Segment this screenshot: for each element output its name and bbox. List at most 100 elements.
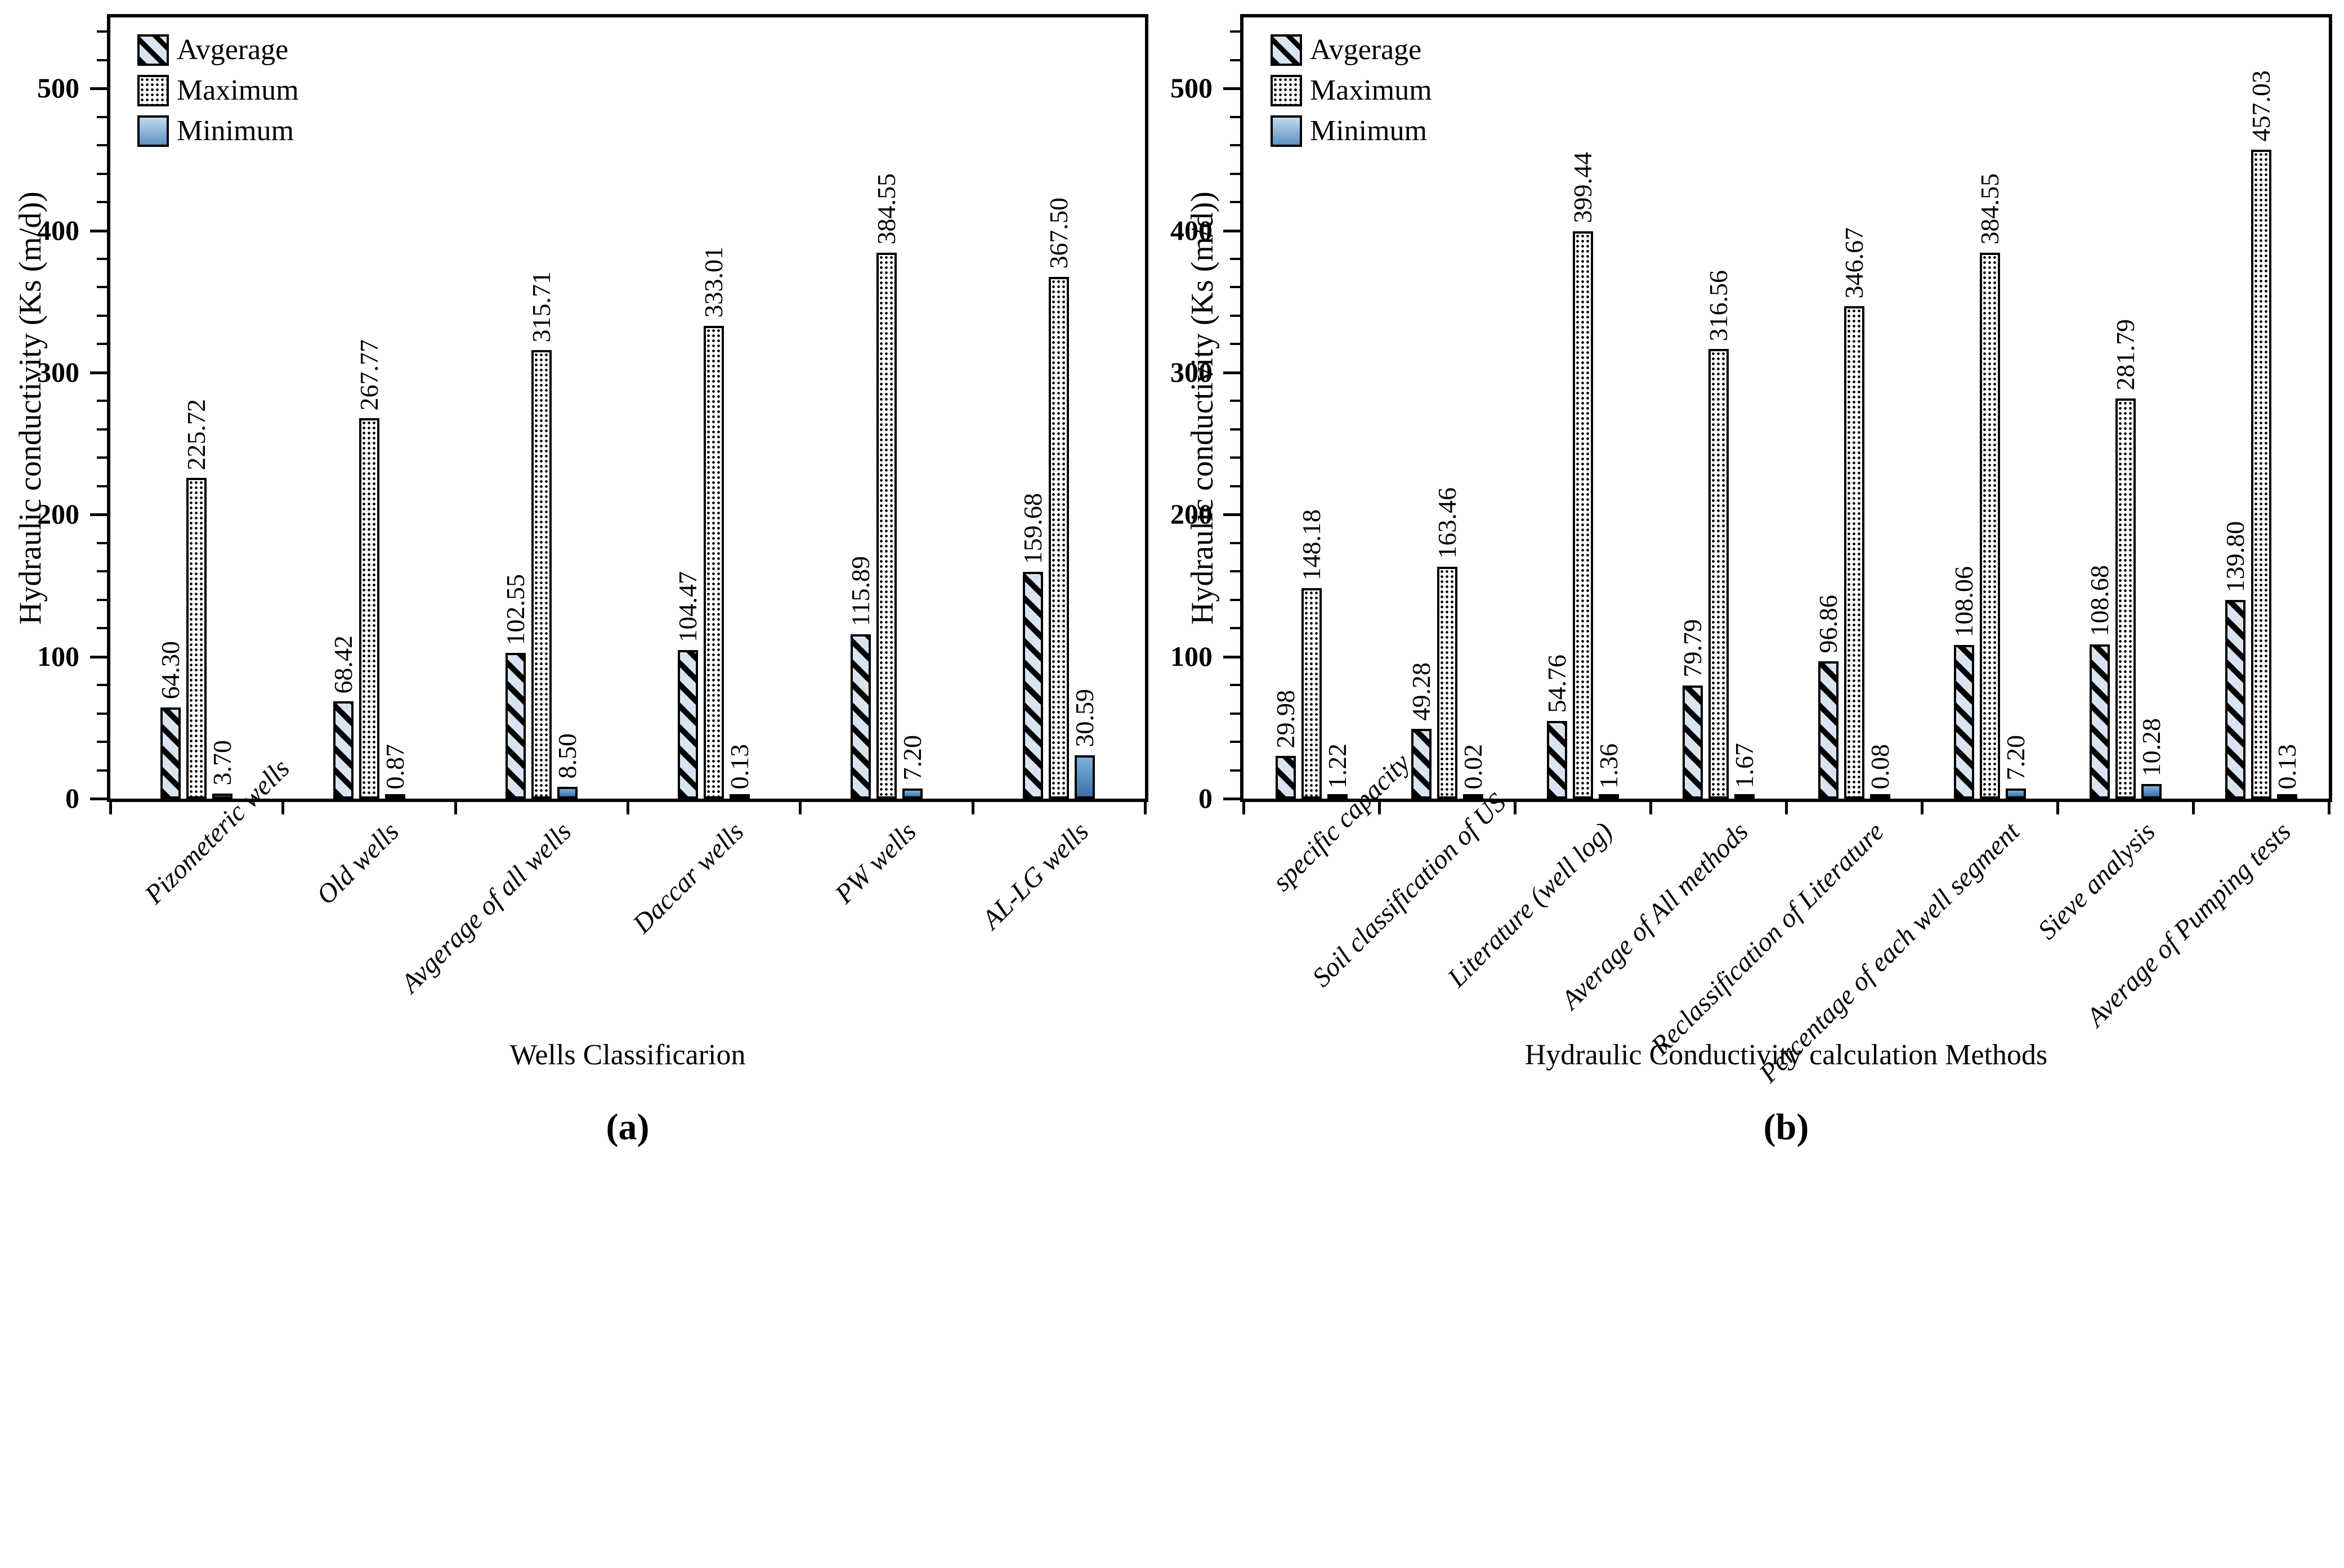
x-axis-tick: [1144, 802, 1147, 814]
legend-label: Minimum: [1310, 115, 1428, 147]
legend-label: Minimum: [177, 115, 294, 147]
bar-slot: 0.87: [380, 744, 409, 799]
value-label: 115.89: [846, 556, 874, 626]
value-label-text: 54.76: [1542, 655, 1571, 713]
dots-swatch: [137, 75, 169, 106]
value-label: 148.18: [1296, 509, 1325, 581]
y-axis-minor-tick: [1230, 570, 1240, 573]
value-label: 315.71: [526, 271, 556, 343]
bar-slot: 29.98: [1271, 690, 1299, 799]
y-axis-tick-label: 500: [1170, 72, 1213, 104]
legend: Avgerage Maximum Minimum: [137, 34, 299, 147]
y-axis-minor-tick: [97, 428, 107, 431]
dots-swatch: [1271, 75, 1302, 106]
y-axis-minor-tick: [1230, 684, 1240, 687]
category-label: Avgerage of all wells: [395, 816, 578, 998]
value-label-text: 267.77: [354, 339, 383, 411]
legend-label: Maximum: [177, 74, 299, 106]
y-axis-minor-tick: [1230, 286, 1240, 289]
bar-group: 102.55 315.71 8.50: [501, 271, 581, 799]
value-label-text: 3.70: [208, 740, 237, 786]
maximum-bar: [1437, 566, 1457, 799]
y-axis-tick-label: 100: [37, 640, 79, 672]
y-axis-minor-tick: [1230, 144, 1240, 147]
bar-slot: 10.28: [2136, 718, 2165, 799]
value-label: 1.22: [1322, 743, 1351, 789]
y-axis-minor-tick: [97, 144, 107, 147]
value-label-text: 315.71: [526, 271, 556, 343]
x-axis-tick: [2056, 802, 2059, 814]
diagonal-hatch-swatch: [1271, 34, 1302, 66]
bar-slot: 316.56: [1703, 270, 1732, 799]
maximum-bar: [704, 325, 724, 799]
minimum-bar: [2005, 788, 2026, 799]
bar-slot: 333.01: [699, 247, 728, 799]
y-axis-major-tick: [90, 371, 107, 374]
y-axis-minor-tick: [97, 286, 107, 289]
y-axis-minor-tick: [97, 343, 107, 346]
value-label-text: 1.36: [1594, 743, 1623, 789]
value-label-text: 108.68: [2084, 565, 2114, 637]
minimum-bar: [2141, 784, 2162, 799]
y-axis-major-tick: [1223, 371, 1240, 374]
panel-letter-a: (a): [606, 1106, 650, 1148]
minimum-bar: [1734, 794, 1755, 799]
value-label: 7.20: [2001, 735, 2029, 781]
value-label: 64.30: [156, 641, 185, 700]
bar-slot: 1.67: [1729, 743, 1758, 799]
maximum-bar: [1048, 276, 1069, 799]
y-axis-minor-tick: [97, 456, 107, 459]
y-axis-tick-label: 400: [37, 214, 79, 246]
value-label: 316.56: [1703, 270, 1732, 342]
bar-slot: 54.76: [1542, 655, 1571, 799]
bar-group: 108.06 384.55 7.20: [1949, 173, 2029, 799]
y-axis-minor-tick: [97, 741, 107, 743]
minimum-bar: [557, 786, 578, 799]
value-label: 384.55: [871, 173, 900, 245]
avgerage-bar: [160, 707, 181, 799]
bar-slot: 49.28: [1406, 662, 1435, 799]
x-axis-tick: [1242, 802, 1245, 814]
y-axis-minor-tick: [97, 485, 107, 487]
bar-slot: 148.18: [1296, 509, 1325, 799]
y-axis-major-tick: [1223, 655, 1240, 658]
value-label: 399.44: [1568, 152, 1596, 223]
y-axis-minor-tick: [1230, 30, 1240, 33]
y-axis-title: Hydraulic conductivity (Ks (m/d)): [13, 191, 48, 625]
value-label-text: 1.67: [1729, 743, 1759, 789]
y-axis-minor-tick: [97, 684, 107, 687]
panel-b: Hydraulic conductivity (Ks (m/d)) 0 100 20…: [1170, 0, 2344, 1163]
category-label: specific capacity: [1267, 747, 1416, 897]
x-axis-title: Hydraulic Conductivity calculation Metho…: [1524, 1039, 2048, 1071]
bar-group: 29.98 148.18 1.22: [1271, 509, 1351, 799]
value-label-text: 384.55: [1975, 173, 2004, 245]
y-axis-title: Hydraulic conductivity (Ks (m/d)): [1185, 191, 1220, 625]
y-axis-major-tick: [90, 655, 107, 658]
bar-slot: 104.47: [673, 571, 702, 799]
category-label: Old wells: [311, 816, 405, 911]
value-label: 96.86: [1813, 595, 1842, 653]
value-label-text: 163.46: [1432, 487, 1461, 559]
y-axis-minor-tick: [97, 400, 107, 402]
value-label-text: 49.28: [1406, 662, 1435, 721]
y-axis-tick-label: 100: [1170, 640, 1213, 672]
y-axis-minor-tick: [1230, 115, 1240, 118]
bar-slot: 1.22: [1322, 743, 1351, 799]
y-axis-minor-tick: [97, 769, 107, 772]
value-label: 367.50: [1044, 198, 1073, 269]
y-axis-minor-tick: [97, 115, 107, 118]
minimum-bar: [212, 793, 233, 799]
x-axis-tick: [971, 802, 974, 814]
panel-a: Hydraulic conductivity (Ks (m/d)) 0 100 20…: [0, 0, 1172, 1163]
value-label: 139.80: [2220, 521, 2249, 593]
bar-group: 104.47 333.01 0.13: [673, 247, 754, 799]
value-label: 54.76: [1542, 655, 1571, 713]
y-axis-major-tick: [1223, 229, 1240, 232]
y-axis-major-tick: [1223, 513, 1240, 517]
maximum-bar: [1301, 588, 1322, 799]
bar-slot: 1.36: [1594, 743, 1622, 799]
maximum-bar: [531, 350, 552, 799]
bar-slot: 115.89: [846, 556, 874, 799]
y-axis-minor-tick: [1230, 485, 1240, 487]
legend-label: Maximum: [1310, 74, 1432, 106]
